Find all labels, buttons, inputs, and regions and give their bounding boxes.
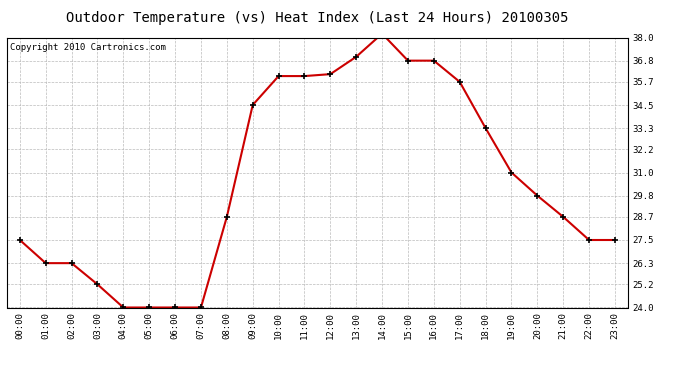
Text: Outdoor Temperature (vs) Heat Index (Last 24 Hours) 20100305: Outdoor Temperature (vs) Heat Index (Las… xyxy=(66,11,569,25)
Text: Copyright 2010 Cartronics.com: Copyright 2010 Cartronics.com xyxy=(10,43,166,52)
